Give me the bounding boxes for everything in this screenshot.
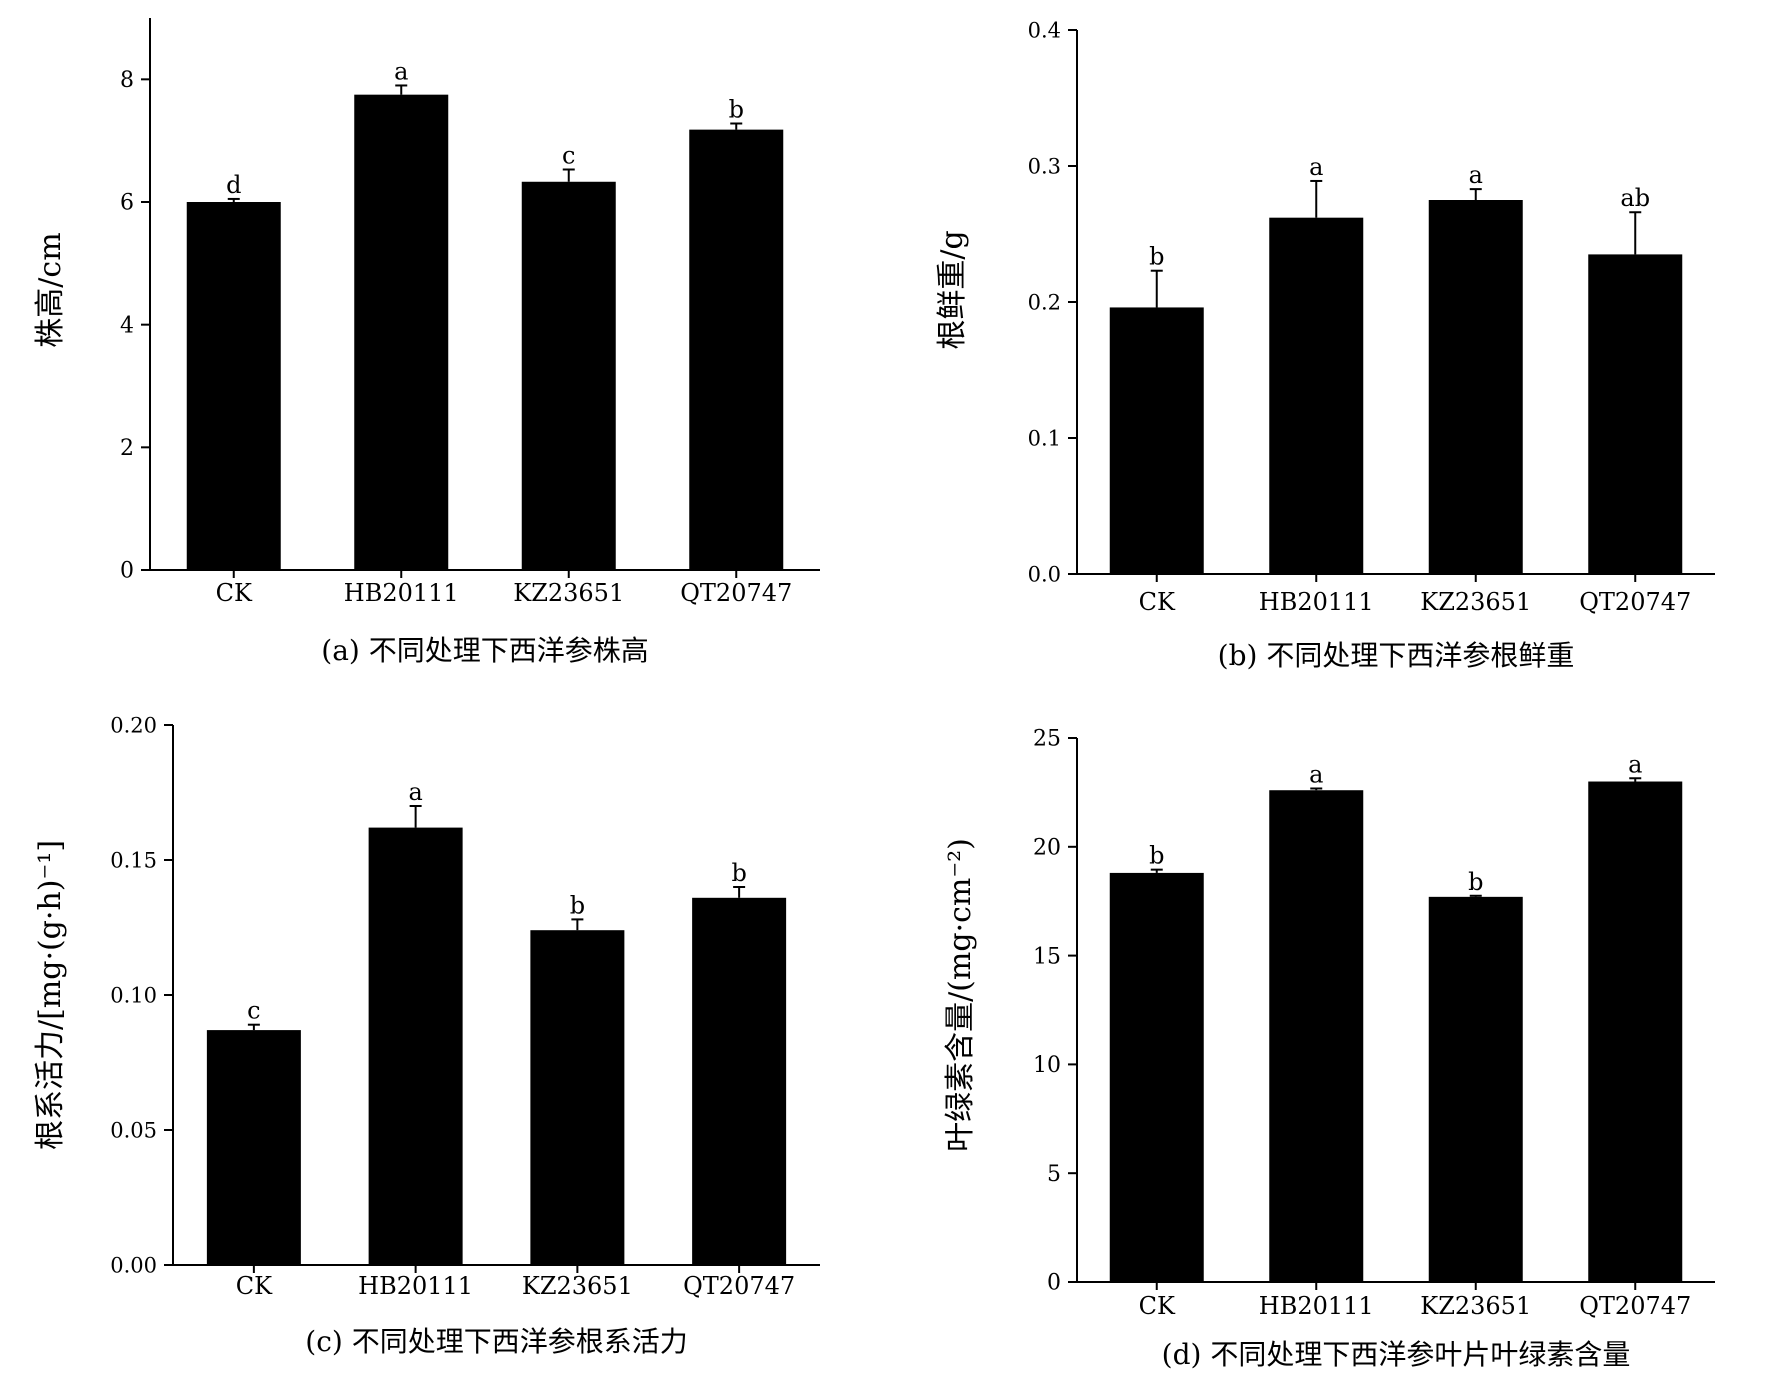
bar-ck [186,202,281,570]
significance-letter: d [226,171,241,199]
chart-panel: 0.0 0.1 0.2 0.3 0.4 b CK a HB20111 a KZ23651 ab QT20… [935,18,1715,672]
y-tick-label: 0.2 [1028,290,1061,314]
significance-letter: a [1309,153,1323,181]
x-tick-label: QT20747 [1579,588,1691,616]
y-tick-label: 0.1 [1028,426,1061,450]
y-tick-label: 0 [1047,1271,1061,1296]
bar-ck [1109,872,1204,1282]
panel-caption: (a) 不同处理下西洋参株高 [321,634,648,667]
y-axis-title: 叶绿素含量/(mg·cm⁻²) [943,838,978,1152]
y-axis-title: 根系活力/[mg·(g·h)⁻¹] [33,840,68,1150]
y-tick-label: 0.05 [110,1118,157,1142]
x-tick-label: QT20747 [683,1272,795,1300]
chart-panel: 0 2 4 6 8 d CK a HB20111 c KZ23651 b QT20747 株高/cm (a)… [33,18,820,667]
y-tick-label: 0.0 [1028,562,1061,586]
y-tick-label: 2 [120,436,134,461]
significance-letter: a [1628,750,1642,778]
x-tick-label: CK [1139,1292,1176,1320]
significance-letter: b [1149,243,1164,271]
x-tick-label: KZ23651 [522,1272,633,1300]
significance-letter: a [408,778,422,806]
x-tick-label: KZ23651 [1420,588,1531,616]
chart-panel: 0.00 0.05 0.10 0.15 0.20 c CK a HB20111 b KZ23651 b… [33,713,820,1358]
y-tick-label: 10 [1033,1053,1061,1078]
y-tick-label: 0.20 [110,713,157,737]
bar-hb20111 [368,827,463,1265]
y-tick-label: 5 [1047,1162,1061,1187]
x-tick-label: HB20111 [358,1272,473,1300]
x-tick-label: HB20111 [1259,1292,1374,1320]
bar-qt20747 [692,897,787,1265]
significance-letter: b [1468,868,1483,896]
y-tick-label: 0.4 [1028,18,1061,42]
bar-kz23651 [1428,200,1523,574]
y-tick-label: 0.15 [110,848,157,872]
y-tick-label: 0.3 [1028,154,1061,178]
significance-letter: a [1309,760,1323,788]
y-tick-label: 25 [1033,727,1061,752]
bar-hb20111 [354,94,449,571]
significance-letter: b [729,95,744,123]
bar-kz23651 [1428,896,1523,1282]
x-tick-label: KZ23651 [1420,1292,1531,1320]
y-axis-title: 根鲜重/g [935,230,970,349]
x-tick-label: HB20111 [344,579,459,607]
significance-letter: a [394,57,408,85]
x-tick-label: QT20747 [1579,1292,1691,1320]
chart-panel: 0 5 10 15 20 25 b CK a HB20111 b KZ23651 a QT20747 叶绿素… [943,727,1715,1371]
y-axis-title: 株高/cm [33,232,68,347]
y-tick-label: 4 [120,313,134,338]
y-tick-label: 20 [1033,836,1061,861]
bar-ck [206,1030,301,1265]
significance-letter: c [247,997,260,1025]
y-tick-label: 0 [120,559,134,584]
x-tick-label: CK [236,1272,273,1300]
significance-letter: b [731,859,746,887]
x-tick-label: CK [1139,588,1176,616]
y-tick-label: 6 [120,191,134,216]
significance-letter: b [570,891,585,919]
x-tick-label: CK [216,579,253,607]
panel-caption: (c) 不同处理下西洋参根系活力 [305,1325,687,1358]
y-tick-label: 8 [120,68,134,93]
bar-kz23651 [521,181,616,570]
y-tick-label: 0.00 [110,1253,157,1277]
significance-letter: ab [1620,184,1650,212]
bar-kz23651 [530,930,625,1265]
significance-letter: a [1469,161,1483,189]
bar-hb20111 [1269,790,1364,1282]
y-tick-label: 0.10 [110,983,157,1007]
bar-qt20747 [1588,781,1683,1282]
bar-qt20747 [689,129,784,571]
significance-letter: b [1149,842,1164,870]
y-tick-label: 15 [1033,944,1061,969]
bar-qt20747 [1588,254,1683,574]
x-tick-label: KZ23651 [513,579,624,607]
bar-ck [1109,307,1204,574]
bar-hb20111 [1269,217,1364,574]
panel-caption: (b) 不同处理下西洋参根鲜重 [1218,639,1575,672]
x-tick-label: QT20747 [680,579,792,607]
x-tick-label: HB20111 [1259,588,1374,616]
panel-caption: (d) 不同处理下西洋参叶片叶绿素含量 [1162,1338,1631,1371]
significance-letter: c [562,141,575,169]
